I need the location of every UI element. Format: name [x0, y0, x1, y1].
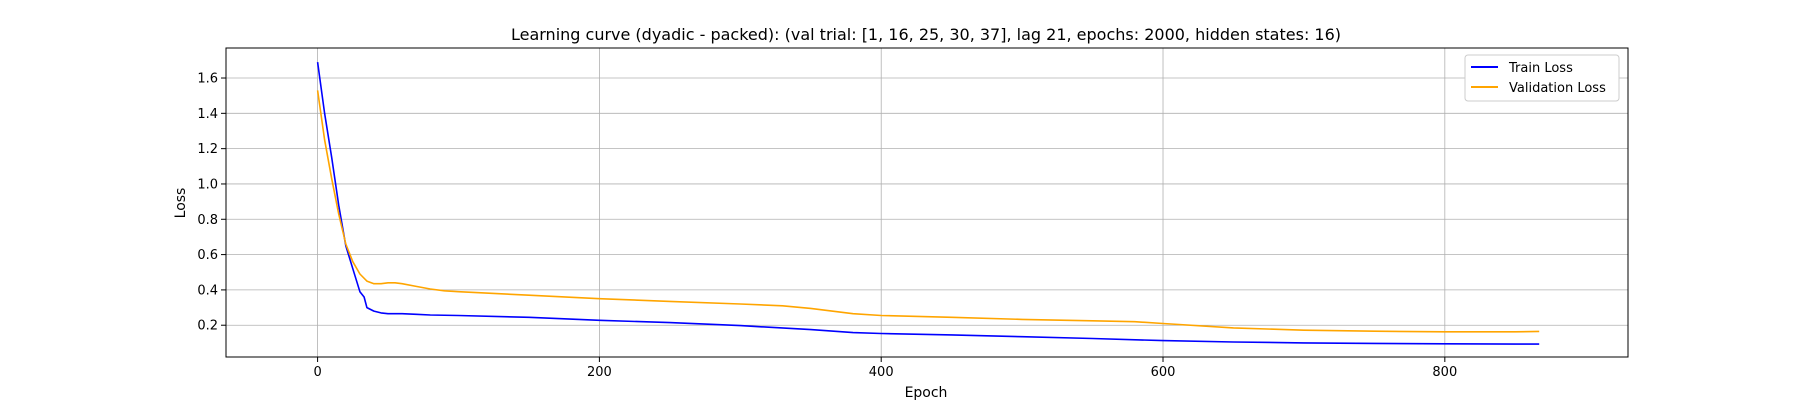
grid	[226, 48, 1628, 357]
axis-ticks: 0 200 400 600 800 0.2 0.4 0.6 0.8 1.0 1.2 1.4 1.6	[197, 72, 1457, 380]
y-tick-label: 1.0	[197, 177, 218, 192]
x-tick-label: 200	[587, 365, 612, 380]
legend-validation-loss-label: Validation Loss	[1509, 81, 1606, 96]
validation-loss-line	[316, 90, 1540, 333]
y-tick-label: 1.4	[197, 107, 218, 122]
x-tick-label: 800	[1432, 365, 1457, 380]
x-tick-label: 600	[1151, 365, 1176, 380]
legend-train-loss-label: Train Loss	[1508, 61, 1573, 76]
legend: Train Loss Validation Loss	[1464, 54, 1620, 102]
train-loss-line	[316, 61, 1540, 345]
plot-area	[225, 47, 1629, 358]
series-lines	[316, 61, 1540, 345]
y-tick-label: 0.8	[197, 213, 218, 228]
y-tick-label: 1.6	[197, 72, 218, 87]
legend-box	[1464, 54, 1620, 102]
x-tick-label: 0	[313, 365, 321, 380]
chart-title: Learning curve (dyadic - packed): (val t…	[511, 25, 1341, 44]
y-tick-label: 0.6	[197, 248, 218, 263]
y-tick-label: 0.2	[197, 319, 218, 334]
y-tick-label: 0.4	[197, 283, 218, 298]
y-tick-label: 1.2	[197, 142, 218, 157]
x-tick-label: 400	[869, 365, 894, 380]
y-axis-label: Loss	[173, 188, 189, 219]
x-axis-label: Epoch	[905, 385, 948, 400]
